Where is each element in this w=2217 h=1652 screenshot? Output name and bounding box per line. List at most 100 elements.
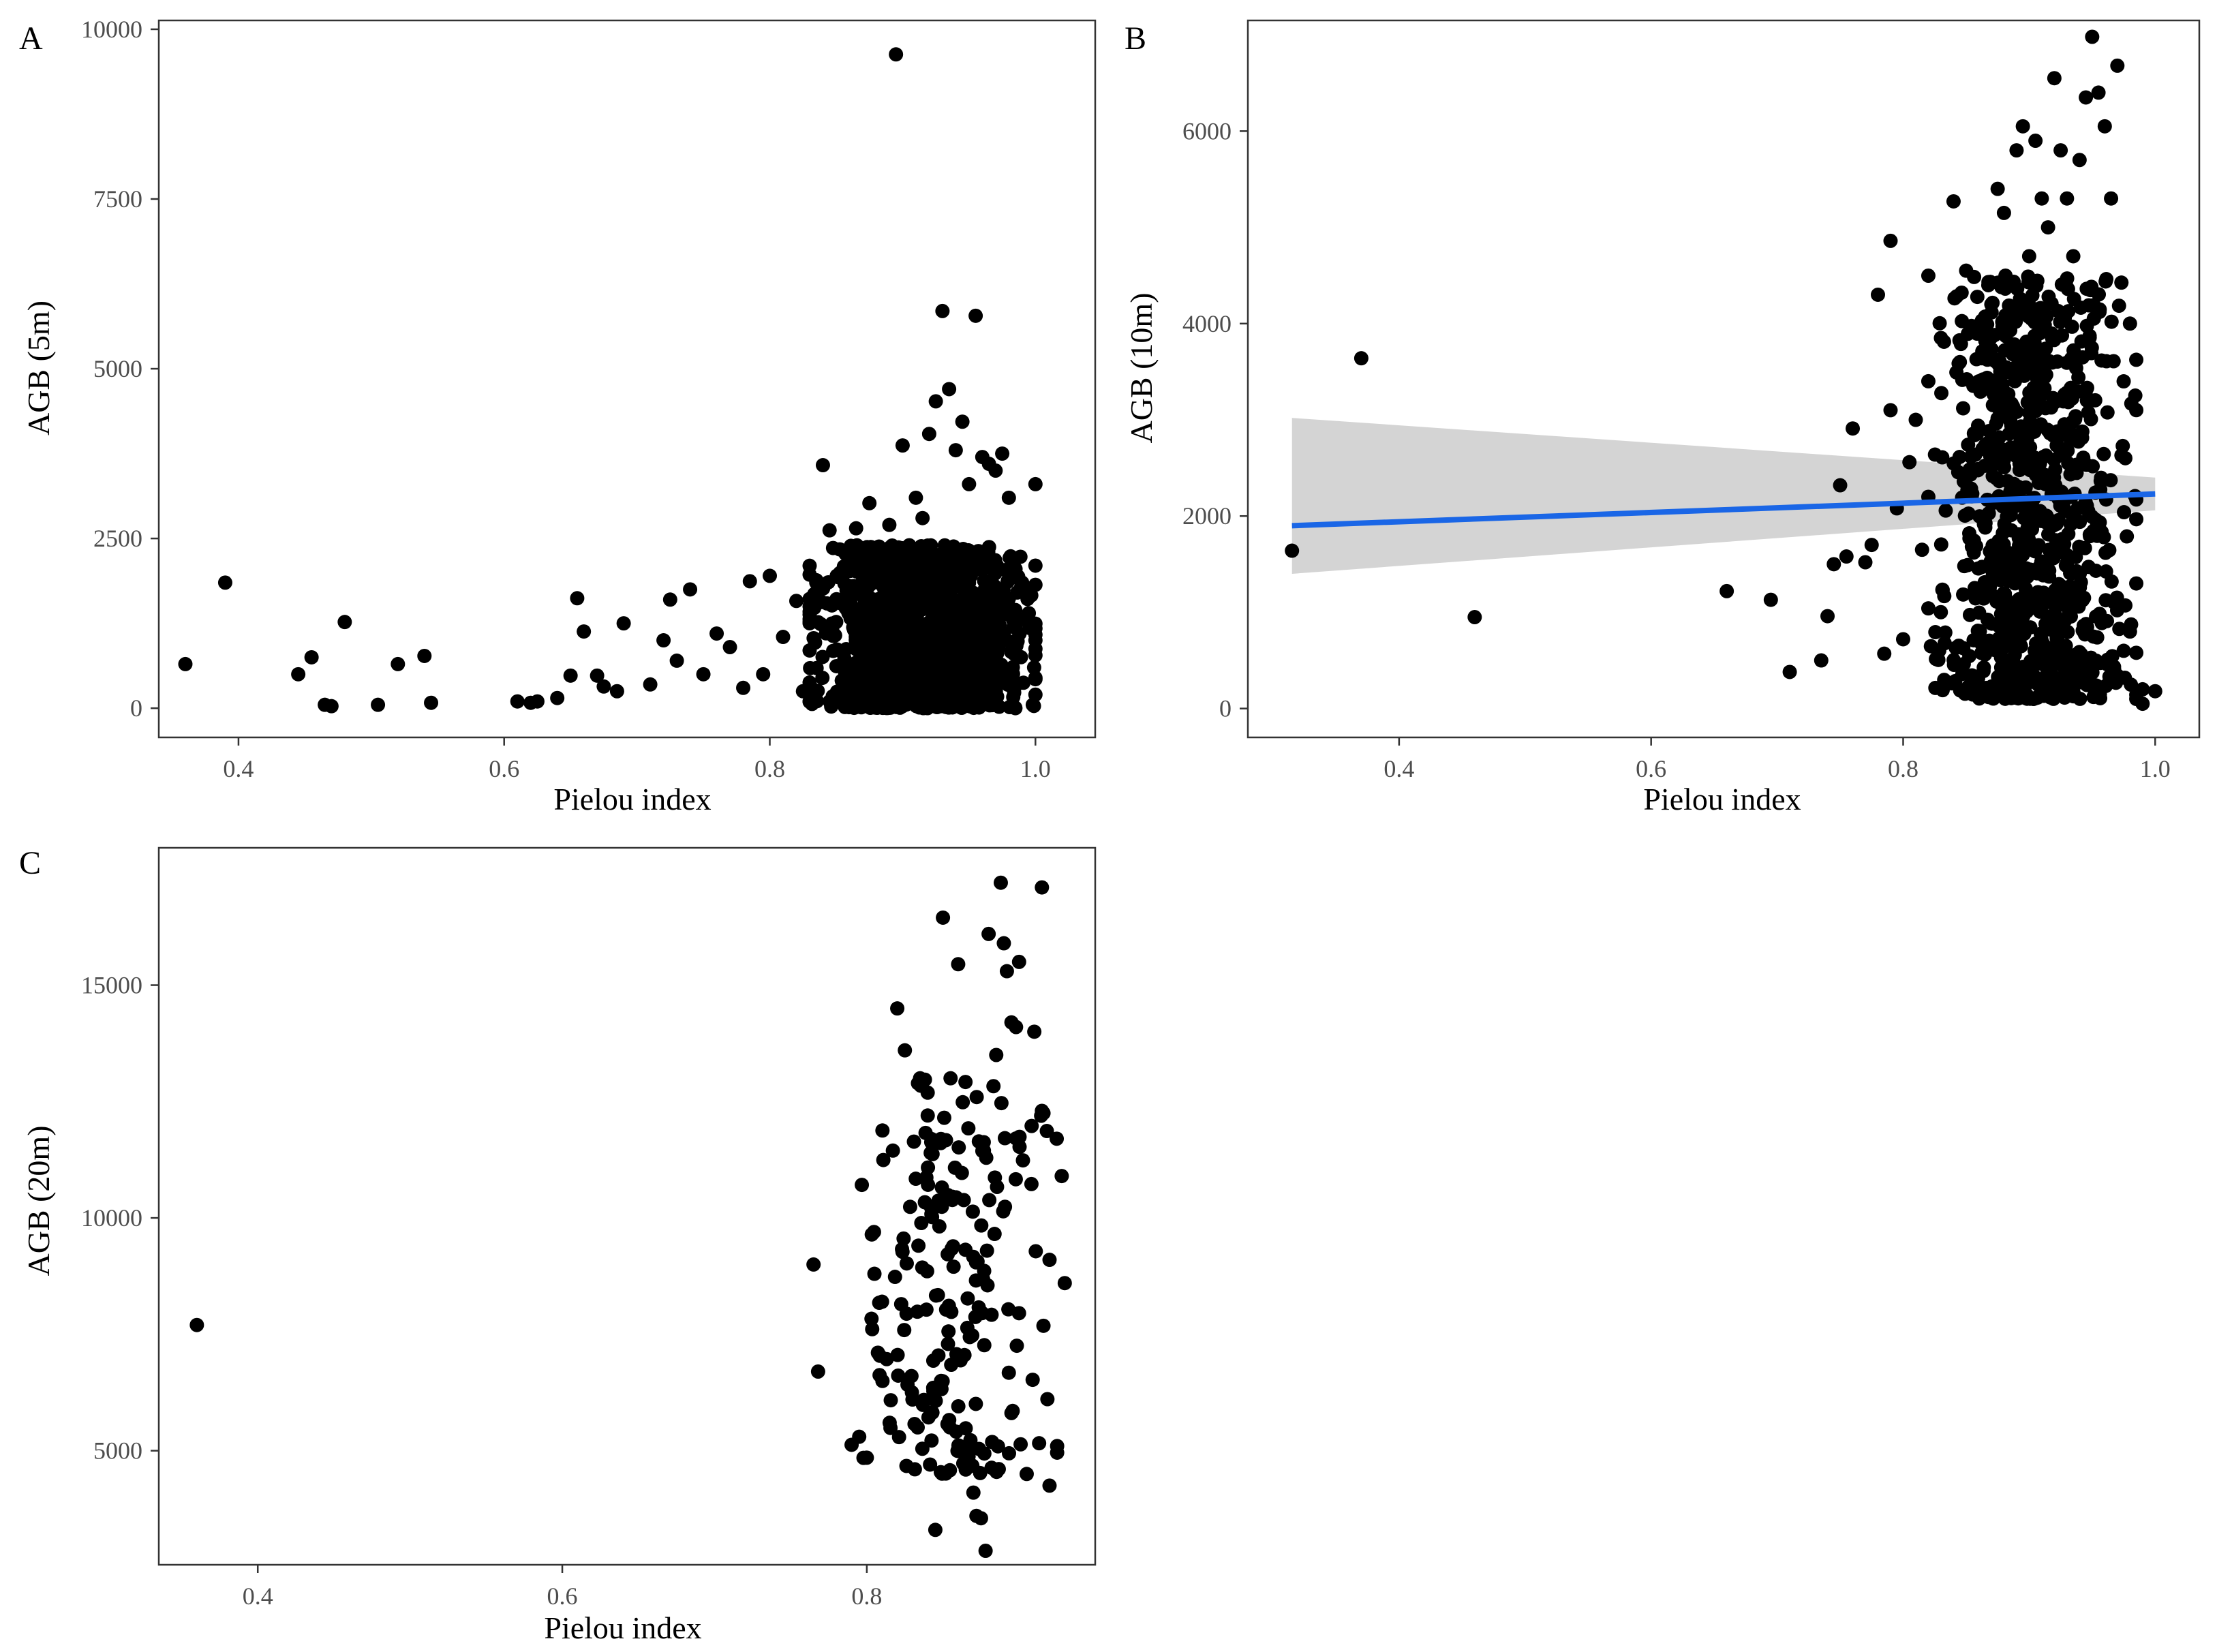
data-point (1972, 624, 1987, 639)
data-point (899, 1458, 914, 1473)
data-point (1983, 579, 1998, 594)
data-point (2077, 540, 2092, 555)
data-point (1967, 269, 1982, 284)
data-point (2004, 440, 2019, 455)
data-point (1932, 316, 1947, 331)
data-point (1846, 421, 1861, 436)
data-point (2004, 523, 2019, 538)
data-point (2045, 647, 2060, 662)
data-point (987, 1227, 1002, 1242)
data-point (1782, 664, 1797, 679)
data-point (806, 1257, 821, 1272)
data-point (803, 660, 818, 675)
data-point (870, 1345, 885, 1360)
data-point (722, 640, 737, 655)
data-point (948, 443, 963, 458)
data-point (1984, 616, 1999, 631)
data-point (1763, 592, 1778, 607)
data-point (2025, 667, 2040, 682)
data-point (943, 1071, 958, 1086)
data-point (2066, 249, 2081, 264)
data-point (2102, 542, 2117, 557)
data-point (2114, 448, 2129, 463)
panel-label-c: C (19, 845, 41, 881)
y-tick-label: 10000 (81, 16, 142, 43)
data-point (915, 572, 930, 587)
data-point (1963, 449, 1978, 464)
data-point (1050, 1131, 1065, 1146)
data-point (2118, 598, 2133, 613)
data-point (1028, 558, 1043, 573)
confidence-band-b (1291, 418, 2156, 574)
data-point (2066, 662, 2081, 677)
data-point (1931, 652, 1946, 667)
data-point (1024, 1176, 1039, 1191)
data-point (1937, 636, 1952, 651)
data-point (2116, 374, 2131, 389)
data-points-c (189, 875, 1072, 1559)
data-point (990, 646, 1005, 661)
data-point (986, 1079, 1001, 1094)
data-point (2045, 547, 2060, 562)
data-point (1957, 559, 1972, 574)
data-point (1953, 337, 1968, 352)
y-axis-title-a: AGB (5m) (21, 301, 56, 435)
data-point (1008, 1172, 1023, 1187)
data-point (1974, 645, 1989, 660)
data-point (1985, 538, 2000, 553)
data-point (2069, 465, 2084, 480)
data-point (2000, 683, 2015, 698)
data-point (968, 1273, 983, 1288)
data-point (895, 1244, 910, 1259)
data-point (1009, 1020, 1024, 1035)
data-point (2088, 684, 2103, 699)
y-axis-title-b: AGB (10m) (1124, 292, 1159, 443)
y-axis-ticks-a: 0 2500 5000 7500 10000 (81, 16, 159, 722)
data-point (337, 615, 352, 630)
data-point (960, 696, 975, 711)
data-point (1042, 1253, 1057, 1268)
data-point (906, 1134, 921, 1149)
data-point (926, 1383, 941, 1398)
data-point (980, 1278, 995, 1293)
data-point (965, 1204, 980, 1219)
data-points-b (1285, 29, 2162, 712)
data-point (960, 1320, 975, 1335)
data-point (925, 1210, 940, 1225)
data-point (848, 629, 863, 644)
data-point (935, 303, 950, 318)
data-point (871, 592, 886, 607)
data-point (1004, 1405, 1019, 1420)
data-point (1826, 557, 1841, 572)
data-point (1987, 643, 2002, 658)
data-point (876, 1152, 891, 1167)
data-point (2060, 271, 2075, 286)
data-point (1968, 591, 1983, 606)
data-point (1957, 686, 1972, 701)
data-point (2072, 645, 2087, 660)
data-point (1954, 285, 1969, 300)
plot-frame-c (157, 846, 1097, 1566)
data-point (920, 1085, 935, 1100)
data-point (1057, 1276, 1072, 1291)
data-point (1054, 1169, 1069, 1184)
data-point (995, 446, 1010, 461)
data-point (1001, 490, 1016, 505)
data-point (1970, 326, 1985, 341)
data-point (530, 694, 545, 709)
data-point (1956, 656, 1971, 671)
data-point (890, 1347, 905, 1362)
data-point (867, 1266, 882, 1281)
data-point (925, 1146, 940, 1161)
data-point (1956, 401, 1971, 416)
data-point (893, 630, 908, 645)
data-point (807, 587, 822, 602)
data-point (2128, 388, 2143, 403)
data-point (908, 1172, 923, 1187)
data-point (921, 643, 936, 658)
data-point (2024, 347, 2039, 362)
data-point (955, 414, 970, 429)
data-point (815, 458, 830, 473)
data-point (2057, 417, 2072, 432)
